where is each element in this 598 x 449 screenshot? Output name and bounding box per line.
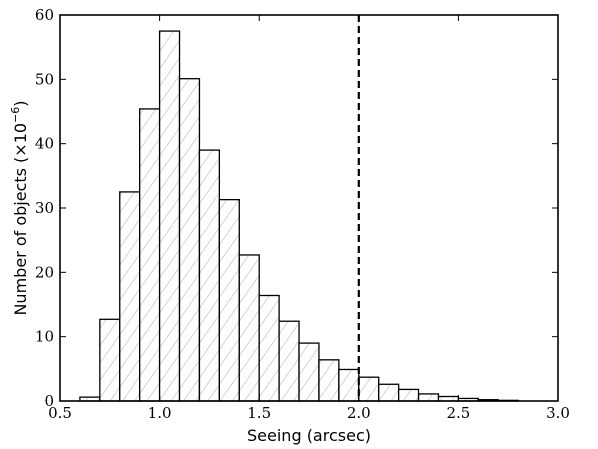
y-axis-label-main: Number of objects — [11, 163, 30, 316]
y-tick-label: 20 — [35, 263, 54, 281]
histogram-bar — [417, 393, 440, 402]
y-tick-label: 0 — [44, 392, 54, 410]
histogram-bar — [278, 320, 300, 402]
y-axis-label-close: ) — [11, 100, 30, 106]
x-tick-label: 3.0 — [546, 404, 570, 422]
y-tick-label: 30 — [35, 199, 54, 217]
histogram-bar — [218, 198, 240, 402]
bars-layer — [79, 30, 519, 402]
histogram-bar — [178, 78, 201, 402]
histogram-bar — [238, 254, 260, 402]
histogram-bar — [119, 191, 141, 402]
histogram-bar — [358, 376, 380, 402]
x-tick-label: 2.0 — [347, 404, 371, 422]
histogram-bar — [258, 294, 280, 402]
histogram-bar — [298, 342, 320, 402]
axis-ticks: 0.5 1.0 1.5 2.0 2.5 3.0 0 10 20 30 40 50 60 — [35, 6, 570, 422]
histogram-bar — [318, 359, 340, 402]
histogram-bar — [378, 383, 400, 402]
histogram-bar — [99, 318, 121, 402]
y-axis-label: Number of objects (×10−6) — [9, 100, 30, 315]
histogram-bar — [338, 368, 360, 402]
y-tick-label: 10 — [35, 328, 54, 346]
x-tick-label: 1.5 — [247, 404, 271, 422]
x-axis-label: Seeing (arcsec) — [247, 426, 371, 445]
y-axis-label-exponent: −6 — [9, 107, 22, 123]
x-tick-label: 0.5 — [48, 404, 72, 422]
histogram-bar — [158, 30, 181, 402]
y-axis-label-unit: (×10 — [11, 123, 30, 163]
histogram-bar — [198, 149, 221, 402]
y-tick-label: 50 — [35, 70, 54, 88]
y-tick-label: 60 — [35, 6, 54, 24]
histogram-bar — [397, 388, 420, 402]
y-tick-label: 40 — [35, 135, 54, 153]
x-tick-label: 1.0 — [148, 404, 172, 422]
x-tick-label: 2.5 — [446, 404, 470, 422]
histogram-bar — [139, 108, 161, 402]
